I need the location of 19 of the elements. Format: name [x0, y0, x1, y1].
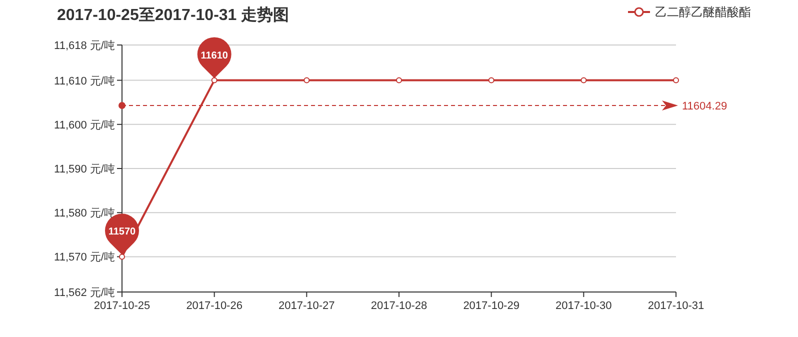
- y-tick-label: 11,580 元/吨: [54, 206, 115, 220]
- y-tick-label: 11,618 元/吨: [54, 39, 115, 52]
- y-tick-label: 11,590 元/吨: [54, 162, 115, 176]
- y-tick-label: 11,570 元/吨: [54, 250, 115, 264]
- x-tick-label: 2017-10-29: [463, 300, 520, 312]
- x-tick-label: 2017-10-28: [370, 300, 428, 312]
- y-tick-label: 11,600 元/吨: [54, 118, 115, 132]
- ref-line-label: 11604.29: [682, 100, 728, 112]
- x-tick-label: 2017-10-27: [278, 300, 335, 312]
- y-tick-label: 11,562 元/吨: [54, 286, 115, 299]
- x-tick-label: 2017-10-25: [94, 300, 150, 312]
- y-tick-label: 11,610 元/吨: [54, 74, 115, 88]
- chart-title: 2017-10-25至2017-10-31 走势图: [57, 6, 290, 24]
- x-tick-label: 2017-10-26: [186, 300, 242, 312]
- x-tick-label: 2017-10-31: [648, 300, 704, 312]
- x-tick-label: 2017-10-30: [556, 300, 612, 312]
- annotation: 11610: [200, 50, 228, 62]
- legend-label: 乙二醇乙醚醋酸酯: [655, 5, 751, 19]
- annotation: 11570: [108, 226, 136, 238]
